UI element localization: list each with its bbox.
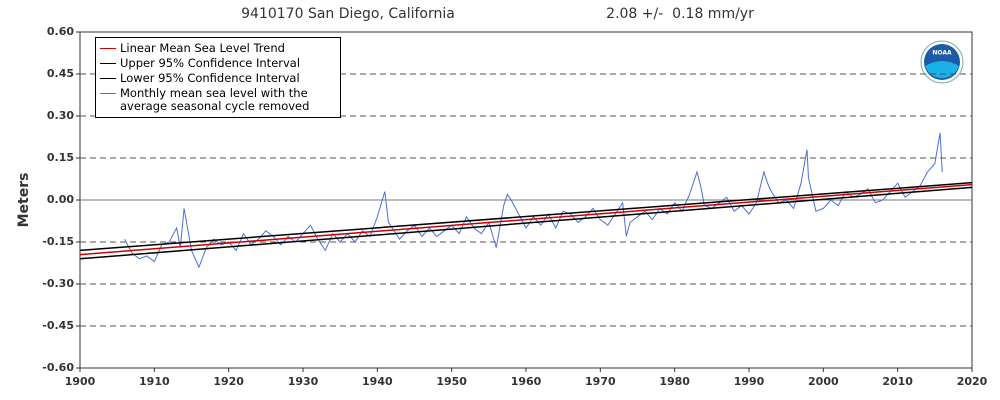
- y-axis-label: Meters: [16, 173, 32, 228]
- x-tick-label: 1930: [288, 375, 319, 388]
- x-tick-label: 1900: [65, 375, 96, 388]
- y-tick-label: 0.60: [47, 25, 74, 38]
- legend-item: Monthly mean sea level with the average …: [100, 87, 336, 113]
- legend-swatch: [100, 63, 116, 64]
- y-tick-label: 0.30: [47, 109, 74, 122]
- legend-item: Upper 95% Confidence Interval: [100, 57, 336, 70]
- legend-label: Monthly mean sea level with the average …: [120, 86, 310, 113]
- x-tick-label: 1920: [213, 375, 244, 388]
- x-tick-label: 1990: [734, 375, 765, 388]
- x-tick-label: 1970: [585, 375, 616, 388]
- chart-subtitle: 2.08 +/- 0.18 mm/yr: [606, 6, 754, 22]
- series-line: [124, 132, 943, 269]
- x-tick-label: 1910: [139, 375, 170, 388]
- legend-item: Linear Mean Sea Level Trend: [100, 42, 336, 55]
- legend-label: Upper 95% Confidence Interval: [120, 56, 301, 70]
- legend-swatch: [100, 78, 116, 79]
- series-line: [79, 186, 973, 260]
- x-tick-label: 1980: [659, 375, 690, 388]
- legend-label: Lower 95% Confidence Interval: [120, 71, 300, 85]
- chart-title: 9410170 San Diego, California: [241, 6, 455, 22]
- x-tick-label: 1950: [436, 375, 467, 388]
- x-tick-label: 2010: [882, 375, 913, 388]
- legend: Linear Mean Sea Level Trend Upper 95% Con…: [95, 37, 341, 118]
- y-tick-label: -0.45: [42, 319, 74, 332]
- legend-label: Linear Mean Sea Level Trend: [120, 41, 285, 55]
- legend-swatch: [100, 93, 116, 94]
- logo-text: NOAA: [932, 50, 952, 57]
- y-tick-label: 0.15: [47, 151, 74, 164]
- legend-swatch: [100, 48, 116, 49]
- x-tick-label: 2000: [808, 375, 839, 388]
- series-line: [79, 181, 973, 252]
- y-tick-label: -0.30: [42, 277, 74, 290]
- y-tick-label: 0.00: [47, 193, 74, 206]
- x-tick-label: 2020: [957, 375, 988, 388]
- y-tick-label: -0.60: [42, 361, 74, 374]
- x-tick-label: 1960: [511, 375, 542, 388]
- y-tick-label: 0.45: [47, 67, 74, 80]
- x-tick-label: 1940: [362, 375, 393, 388]
- noaa-logo: NOAA: [920, 40, 964, 84]
- y-tick-label: -0.15: [42, 235, 74, 248]
- series-line: [79, 183, 973, 256]
- legend-item: Lower 95% Confidence Interval: [100, 72, 336, 85]
